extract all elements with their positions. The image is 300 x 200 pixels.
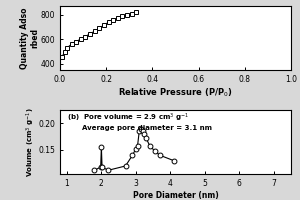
- Text: (b)  Pore volume = 2.9 cm$^3$ g$^{-1}$
      Average pore diameter = 3.1 nm: (b) Pore volume = 2.9 cm$^3$ g$^{-1}$ Av…: [67, 112, 212, 131]
- X-axis label: Pore Diameter (nm): Pore Diameter (nm): [133, 191, 218, 200]
- Y-axis label: Volume (cm$^3$ g$^{-1}$): Volume (cm$^3$ g$^{-1}$): [25, 107, 37, 177]
- Y-axis label: Quantity Adso
rbed: Quantity Adso rbed: [20, 7, 39, 69]
- X-axis label: Relative Pressure (P/P$_0$): Relative Pressure (P/P$_0$): [118, 87, 233, 99]
